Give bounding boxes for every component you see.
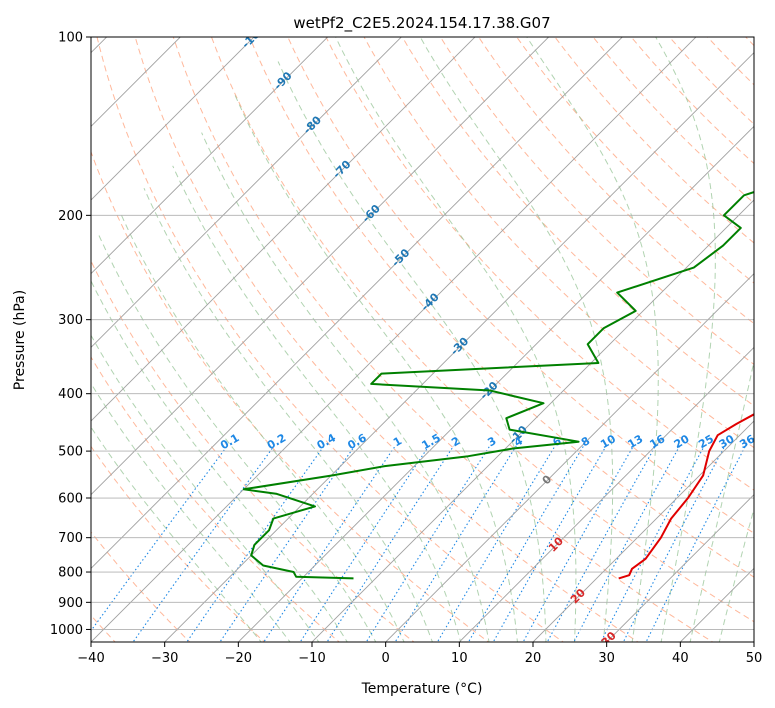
x-tick-label: 40 [672,651,689,666]
isotherm [91,37,255,201]
mixing-ratio-line [219,445,356,642]
isotherm [532,420,754,642]
y-tick-label: 700 [58,531,83,546]
moist-adiabat [655,37,716,642]
mixing-ratio-line [365,445,491,642]
mixing-ratio-line [186,445,325,642]
isotherm [311,199,754,642]
plot-area-background [91,37,754,642]
isotherm [91,37,697,642]
profile-lines [242,190,754,580]
moist-adiabat [143,187,433,642]
moist-adiabat [121,215,405,642]
mixing-ratio-line [326,445,455,642]
moist-adiabat [91,382,291,642]
moist-adiabat [172,165,462,642]
y-tick-label: 500 [58,445,83,460]
moist-adiabat [526,37,659,642]
y-tick-label: 200 [58,209,83,224]
mixing-ratio-line [299,445,430,642]
mixing-ratio-line [600,445,705,642]
y-tick-label: 100 [58,31,83,46]
y-tick-label: 600 [58,492,83,507]
isotherm [606,494,754,642]
x-axis: −40 −30 −20 −10 0 10 20 30 40 50 [77,642,762,666]
mixing-ratio-line [263,445,396,642]
x-tick-label: 30 [598,651,615,666]
isotherm [91,37,476,422]
y-tick-label: 300 [58,313,83,328]
mixing-ratio-line [394,445,517,642]
isotherm [237,125,754,642]
temperature-line [618,413,754,580]
y-axis: 100 200 300 400 500 600 700 800 900 1000 [50,31,91,638]
moist-adiabat [91,426,262,642]
plot-frame [90,36,755,643]
moist-adiabat [335,37,577,642]
isotherm [91,37,550,496]
moist-adiabat [201,132,490,642]
mixing-ratio-label: 36 [737,432,757,451]
mixing-ratio-line [467,445,585,642]
moist-adiabat [97,233,377,642]
x-tick-label: −30 [151,651,178,666]
x-tick-label: 20 [525,651,542,666]
isotherm [91,37,623,569]
y-tick-label: 1000 [50,623,83,638]
y-tick-label: 400 [58,387,83,402]
x-tick-label: −20 [225,651,252,666]
mixing-ratio-line [573,445,681,642]
background-lines [91,37,754,642]
moist-adiabat [91,279,348,642]
y-axis-label: Pressure (hPa) [12,290,28,390]
dry-adiabat [91,150,490,642]
dewpoint-line [242,190,754,580]
isotherm [385,273,754,642]
x-tick-label: 0 [382,651,390,666]
chart-title: wetPf2_C2E5.2024.154.17.38.G07 [293,14,550,33]
x-tick-label: −10 [298,651,325,666]
isotherm [164,52,754,642]
y-tick-label: 900 [58,596,83,611]
y-tick-label: 800 [58,566,83,581]
isotherm [458,346,754,642]
moist-adiabat [689,358,754,642]
moist-adiabat [91,334,320,642]
moist-adiabat [277,61,547,642]
isotherm [91,37,402,348]
x-tick-label: 50 [746,651,763,666]
x-tick-label: 10 [451,651,468,666]
x-tick-label: −40 [77,651,104,666]
x-axis-label: Temperature (°C) [361,681,483,697]
moist-adiabat [419,37,614,642]
isotherm [91,37,329,275]
